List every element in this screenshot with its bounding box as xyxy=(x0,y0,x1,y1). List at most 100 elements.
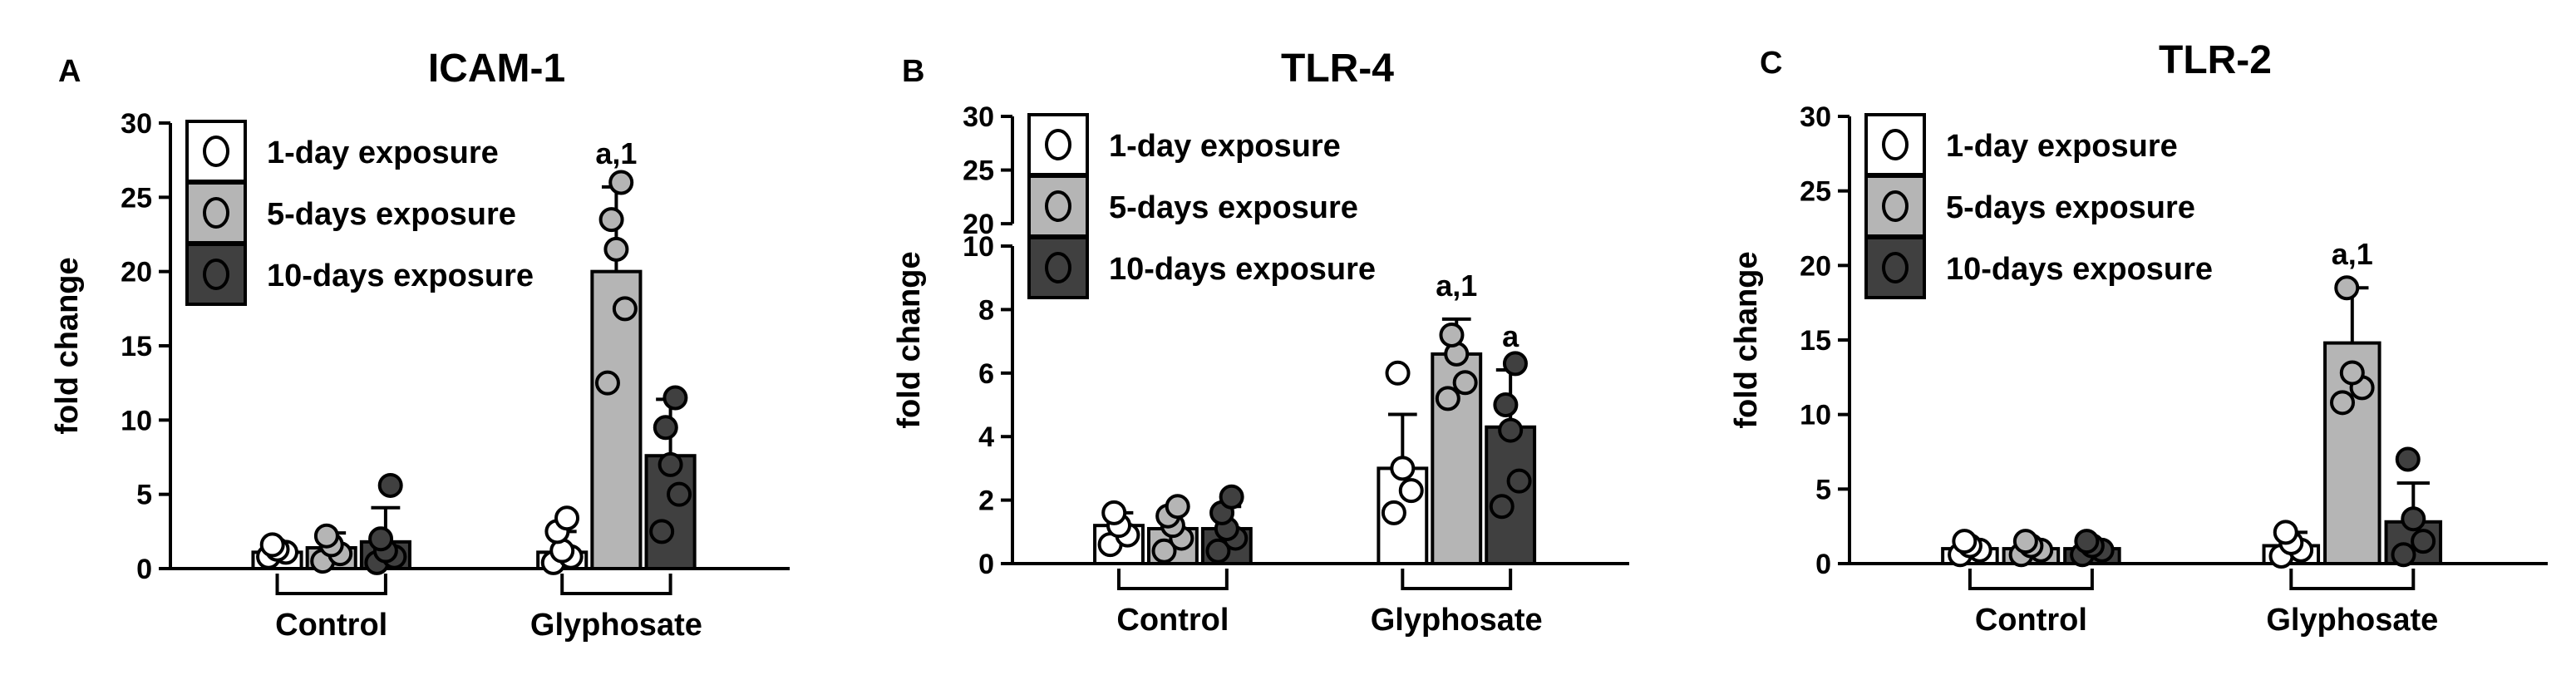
tlr4-data-point xyxy=(1398,478,1424,504)
tlr4-data-point xyxy=(1506,468,1532,494)
tlr2-y-tick-label: 20 xyxy=(1800,250,1831,282)
tlr4-legend-label-2: 10-days exposure xyxy=(1109,252,1376,287)
tlr2-panel-letter: C xyxy=(1760,46,1782,81)
tlr2-annotation-1-1: a,1 xyxy=(2332,237,2373,271)
icam1-data-point xyxy=(603,236,629,262)
tlr4-y-tick-label: 10 xyxy=(963,231,994,263)
icam1-y-tick-label: 10 xyxy=(121,405,152,436)
tlr2-y-tick-label: 30 xyxy=(1800,101,1831,133)
tlr2-data-point xyxy=(2401,506,2426,532)
tlr2-data-point xyxy=(2391,542,2416,568)
icam1-group-label-0: Control xyxy=(275,608,387,643)
tlr2-legend-marker-2 xyxy=(1882,252,1909,283)
tlr4-panel-title: TLR-4 xyxy=(1281,47,1394,91)
tlr4-y-tick-label: 2 xyxy=(978,485,994,517)
tlr2-y-axis-title: fold change xyxy=(1729,251,1764,428)
tlr4-data-point xyxy=(1165,494,1190,520)
tlr4-data-point xyxy=(1101,500,1127,525)
icam1-data-point xyxy=(313,523,339,549)
tlr2-y-tick-label: 15 xyxy=(1800,325,1831,357)
tlr2-legend-label-2: 10-days exposure xyxy=(1946,252,2213,287)
icam1-data-point xyxy=(368,526,394,552)
tlr4-y-tick-label: 25 xyxy=(963,155,994,187)
icam1-data-point xyxy=(667,481,692,507)
tlr4-legend-marker-2 xyxy=(1045,252,1071,283)
tlr2-y-tick-label: 0 xyxy=(1815,549,1831,580)
icam1-data-point xyxy=(259,532,285,558)
tlr4-data-point xyxy=(1390,456,1416,481)
tlr2-data-point xyxy=(2012,529,2038,554)
icam1-y-tick-label: 15 xyxy=(121,331,152,362)
tlr4-bar-glyphosate-s2 xyxy=(1485,425,1537,565)
icam1-y-axis-title: fold change xyxy=(50,257,85,434)
tlr4-y-tick-label: 30 xyxy=(963,101,994,133)
tlr4-y-axis-title: fold change xyxy=(892,251,927,428)
tlr4-data-point xyxy=(1439,322,1465,347)
icam1-data-point xyxy=(377,472,403,498)
tlr2-data-point xyxy=(2395,446,2421,472)
tlr2-data-point xyxy=(2074,529,2100,554)
icam1-legend-marker-2 xyxy=(203,259,229,290)
tlr2-y-tick-label: 5 xyxy=(1815,474,1831,505)
tlr2-legend-label-1: 5-days exposure xyxy=(1946,190,2195,225)
tlr2-legend-marker-1 xyxy=(1882,190,1909,222)
tlr4-data-point xyxy=(1219,484,1244,510)
icam1-legend-label-1: 5-days exposure xyxy=(267,197,516,232)
panel-tlr2: 0 5 10 15 20 25 30 fold change C TLR-2 Control Glyp… xyxy=(1729,38,2548,638)
tlr4-legend-label-1: 5-days exposure xyxy=(1109,190,1358,225)
icam1-y-tick-label: 25 xyxy=(121,182,152,214)
icam1-legend-label-0: 1-day exposure xyxy=(267,135,499,170)
tlr2-y-tick-label: 10 xyxy=(1800,400,1831,431)
tlr4-data-point xyxy=(1205,538,1231,564)
tlr4-data-point xyxy=(1493,392,1519,418)
tlr2-legend-label-0: 1-day exposure xyxy=(1946,129,2178,164)
tlr4-data-point xyxy=(1381,500,1406,525)
icam1-y-tick-label: 20 xyxy=(121,257,152,288)
icam1-legend-marker-0 xyxy=(203,135,229,167)
tlr4-data-point xyxy=(1489,494,1515,520)
icam1-legend-label-2: 10-days exposure xyxy=(267,259,534,293)
icam1-group-label-1: Glyphosate xyxy=(530,608,702,643)
icam1-data-point xyxy=(554,505,580,531)
tlr4-group-bracket-1 xyxy=(1401,569,1513,590)
tlr2-data-point xyxy=(2273,520,2298,545)
tlr4-y-tick-label: 20 xyxy=(963,209,994,240)
tlr4-y-tick-label: 4 xyxy=(978,421,994,453)
icam1-legend-marker-1 xyxy=(203,197,229,229)
icam1-y-tick-label: 30 xyxy=(121,108,152,140)
tlr4-y-tick-label: 6 xyxy=(978,358,994,390)
tlr4-data-point xyxy=(1435,386,1460,411)
icam1-data-point xyxy=(662,385,688,411)
icam1-data-point xyxy=(653,415,678,441)
tlr2-group-label-0: Control xyxy=(1975,603,2087,638)
tlr4-panel-letter: B xyxy=(902,54,924,89)
icam1-data-point xyxy=(612,296,638,322)
tlr4-legend-marker-0 xyxy=(1045,129,1071,160)
tlr2-y-tick-label: 25 xyxy=(1800,176,1831,208)
tlr4-data-point xyxy=(1151,538,1177,564)
tlr4-legend-marker-1 xyxy=(1045,190,1071,222)
icam1-data-point xyxy=(598,207,624,233)
icam1-data-point xyxy=(658,451,683,477)
tlr4-y-tick-label: 8 xyxy=(978,294,994,326)
tlr2-group-label-1: Glyphosate xyxy=(2266,603,2438,638)
tlr4-data-point xyxy=(1498,417,1524,443)
tlr4-annotation-1-2: a xyxy=(1502,319,1519,353)
tlr4-data-point xyxy=(1502,351,1528,377)
tlr4-legend-label-0: 1-day exposure xyxy=(1109,129,1341,164)
icam1-y-tick-label: 0 xyxy=(136,554,152,585)
icam1-data-point xyxy=(594,370,620,396)
tlr2-data-point xyxy=(2334,275,2360,301)
tlr2-panel-title: TLR-2 xyxy=(2159,38,2272,82)
tlr4-group-label-0: Control xyxy=(1116,603,1229,638)
icam1-data-point xyxy=(608,170,634,195)
icam1-annotation-1-1: a,1 xyxy=(595,136,637,170)
tlr2-group-bracket-1 xyxy=(2289,569,2416,590)
tlr4-group-bracket-0 xyxy=(1116,569,1229,590)
icam1-data-point xyxy=(649,519,675,544)
tlr2-data-point xyxy=(2339,360,2365,386)
icam1-panel-title: ICAM-1 xyxy=(428,47,565,91)
tlr2-data-point xyxy=(1952,529,1978,554)
